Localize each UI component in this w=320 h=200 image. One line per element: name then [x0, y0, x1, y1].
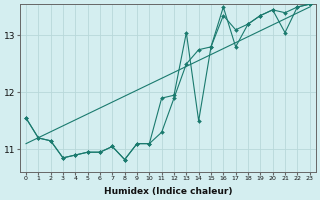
- X-axis label: Humidex (Indice chaleur): Humidex (Indice chaleur): [104, 187, 232, 196]
